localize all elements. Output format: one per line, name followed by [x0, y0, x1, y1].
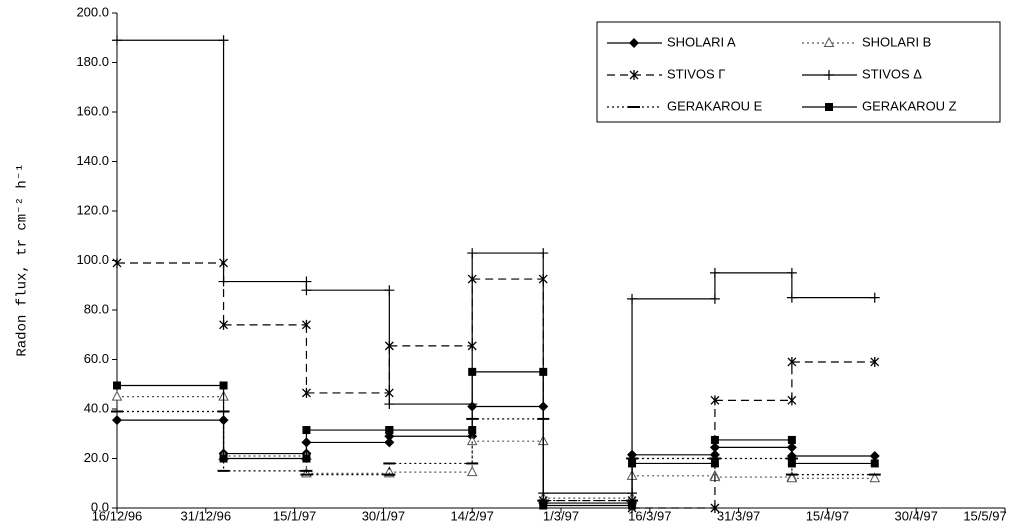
marker — [384, 437, 395, 448]
series — [113, 367, 879, 510]
marker — [385, 426, 394, 435]
legend-label: SHOLARI B — [862, 34, 931, 49]
x-tick-label: 16/3/97 — [628, 508, 671, 523]
marker — [112, 35, 122, 46]
legend-label: GERAKAROU Z — [862, 98, 957, 113]
y-tick-label: 40.0 — [84, 400, 109, 415]
marker — [466, 435, 478, 446]
x-tick-label: 14/2/97 — [451, 508, 494, 523]
legend-box — [596, 21, 1001, 123]
marker — [787, 435, 796, 444]
marker — [786, 267, 797, 278]
marker — [870, 459, 879, 468]
marker — [787, 459, 796, 468]
marker — [219, 319, 229, 330]
marker — [112, 257, 122, 268]
marker — [538, 248, 549, 259]
marker — [709, 267, 720, 278]
marker — [869, 292, 880, 303]
series — [111, 390, 881, 503]
marker — [113, 381, 121, 390]
x-tick-label: 16/12/96 — [92, 508, 143, 523]
marker — [467, 248, 478, 259]
marker — [786, 472, 798, 483]
marker — [219, 454, 228, 463]
marker — [383, 466, 395, 477]
legend-label: STIVOS Γ — [667, 66, 725, 81]
marker — [787, 395, 797, 406]
marker — [112, 415, 122, 426]
marker — [539, 367, 548, 376]
legend-marker — [823, 36, 835, 47]
series — [112, 35, 880, 499]
y-tick-label: 20.0 — [84, 450, 109, 465]
y-tick-label: 140.0 — [76, 153, 109, 168]
x-tick-label: 1/3/97 — [543, 508, 579, 523]
marker — [219, 381, 228, 390]
marker — [468, 367, 477, 376]
marker — [218, 276, 229, 287]
legend-marker — [629, 38, 639, 48]
x-tick-label: 15/1/97 — [273, 508, 316, 523]
marker — [628, 501, 637, 510]
marker — [384, 399, 395, 410]
marker — [466, 466, 478, 477]
legend-label: STIVOS Δ — [862, 66, 922, 81]
marker — [301, 276, 312, 287]
x-tick-label: 30/1/97 — [362, 508, 405, 523]
marker — [870, 356, 880, 367]
y-tick-label: 200.0 — [76, 4, 109, 19]
marker — [709, 293, 720, 304]
marker — [710, 503, 720, 513]
x-tick-label: 15/4/97 — [806, 508, 849, 523]
marker — [539, 501, 548, 510]
series — [112, 257, 880, 513]
marker — [302, 454, 311, 463]
marker — [301, 387, 311, 398]
legend-marker — [825, 103, 833, 111]
y-tick-label: 80.0 — [84, 301, 109, 316]
y-tick-label: 180.0 — [76, 54, 109, 69]
marker — [384, 285, 395, 296]
marker — [468, 426, 477, 435]
legend: SHOLARI A SHOLARI B STIVOS Γ STIVOS Δ GERAKA… — [596, 21, 1001, 123]
marker — [710, 395, 720, 406]
x-tick-label: 31/3/97 — [717, 508, 760, 523]
marker — [301, 319, 311, 330]
legend-label: SHOLARI A — [667, 34, 736, 49]
y-axis-label: Radon flux, tr cm⁻² h⁻¹ — [15, 163, 31, 356]
y-tick-label: 0.0 — [91, 499, 109, 514]
marker — [787, 356, 797, 367]
marker — [869, 451, 880, 462]
marker — [786, 292, 797, 303]
y-tick-label: 100.0 — [76, 252, 109, 267]
marker — [869, 472, 881, 483]
x-tick-label: 31/12/96 — [180, 508, 231, 523]
marker — [628, 459, 637, 468]
marker — [111, 390, 123, 401]
x-tick-label: 15/5/97 — [963, 508, 1006, 523]
legend-label: GERAKAROU E — [667, 98, 763, 113]
marker — [218, 35, 229, 46]
x-tick-label: 30/4/97 — [895, 508, 938, 523]
y-tick-label: 160.0 — [76, 103, 109, 118]
y-tick-label: 120.0 — [76, 202, 109, 217]
marker — [302, 426, 311, 435]
y-tick-label: 60.0 — [84, 351, 109, 366]
legend-marker — [824, 70, 834, 80]
marker — [710, 435, 719, 444]
marker — [710, 459, 719, 468]
legend-marker — [629, 70, 639, 80]
marker — [627, 293, 638, 304]
marker — [301, 285, 312, 296]
